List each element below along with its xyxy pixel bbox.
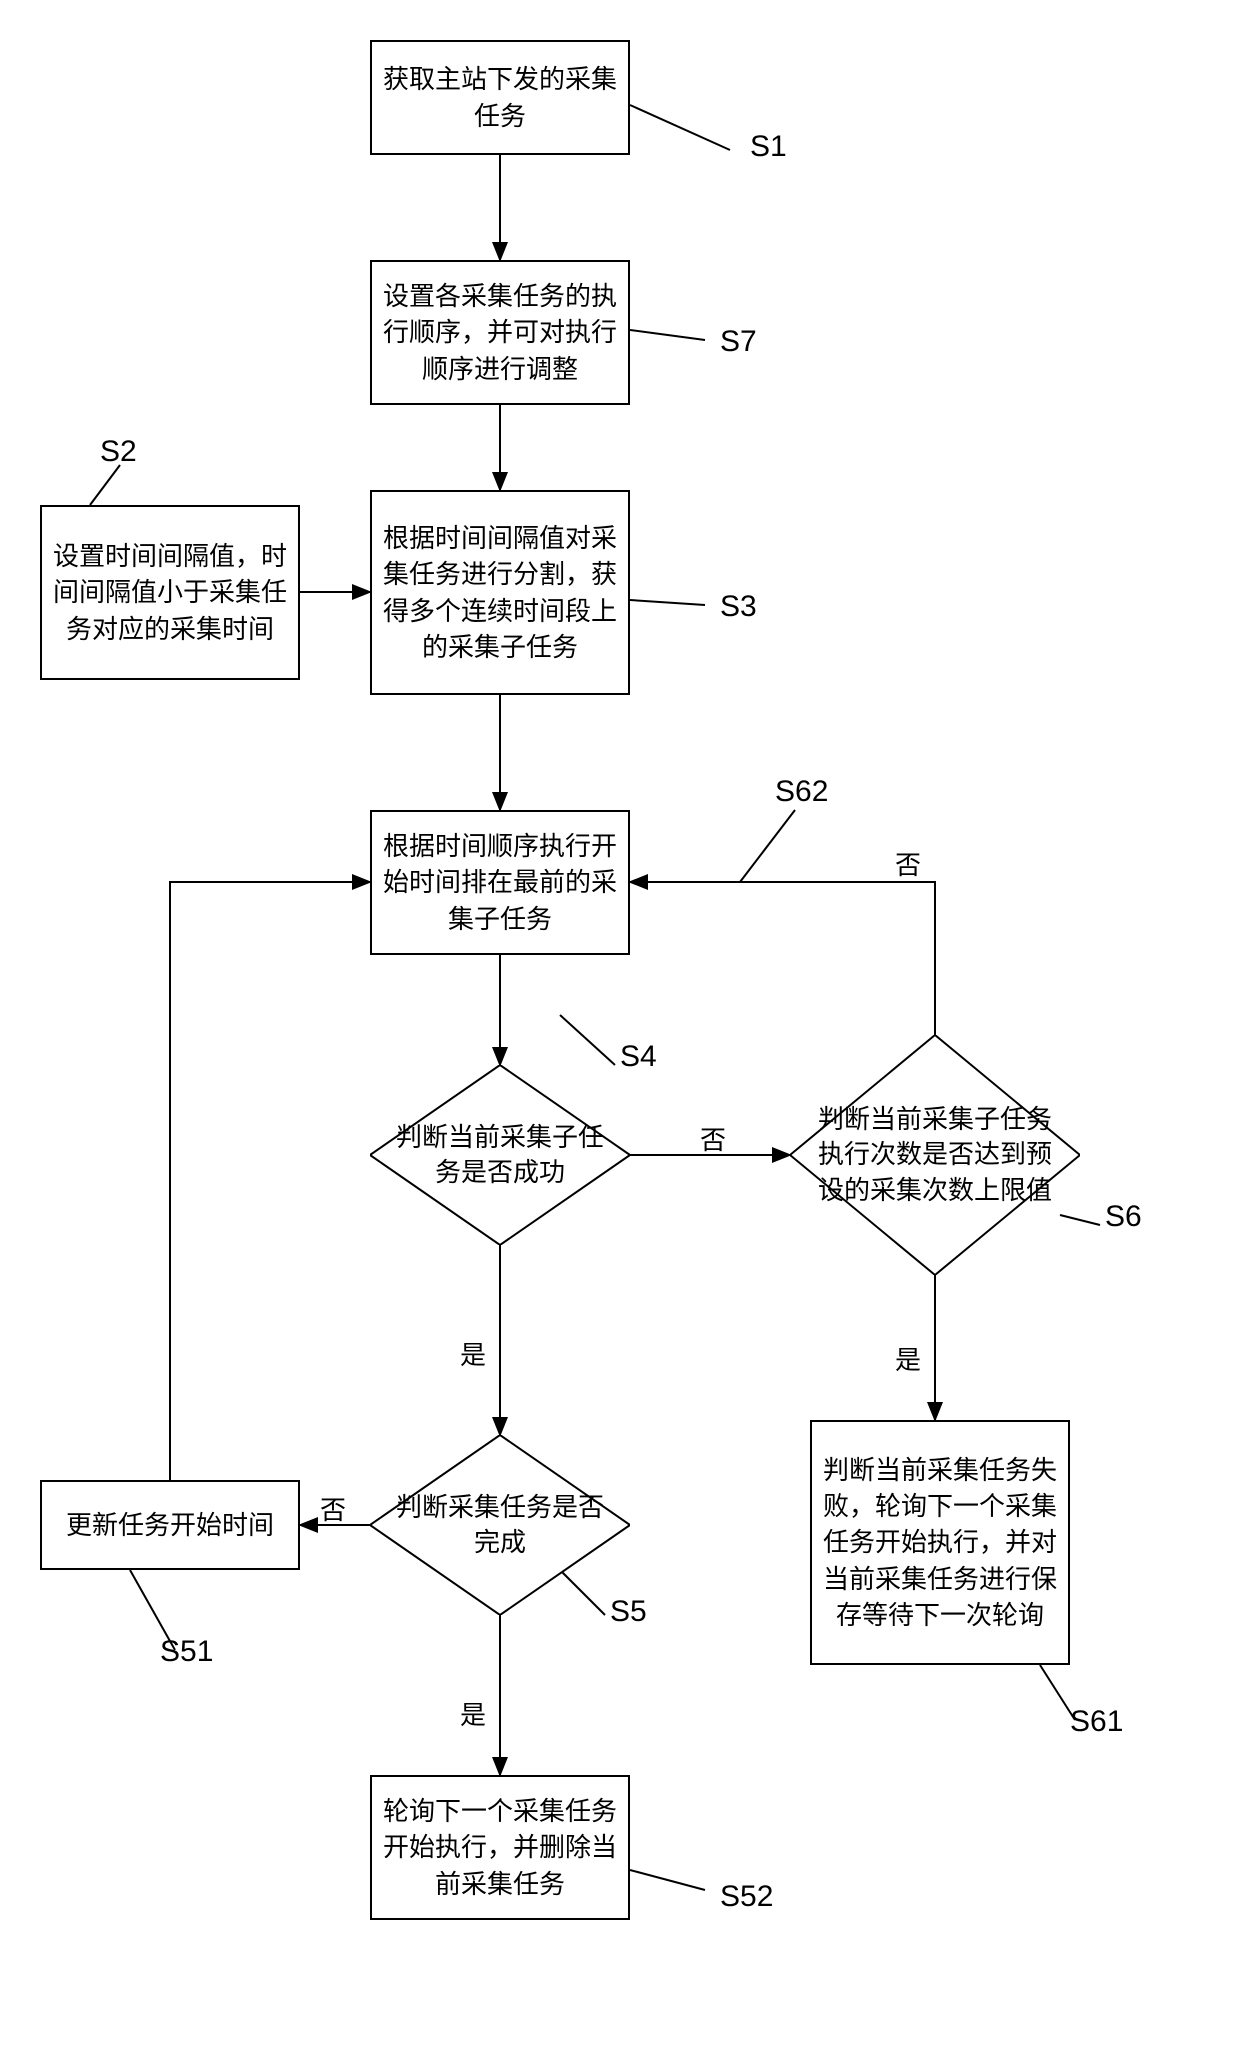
edge-label-11: 否 <box>895 845 921 882</box>
node-n2: 设置时间间隔值，时间间隔值小于采集任务对应的采集时间 <box>40 505 300 680</box>
node-label-d6: 判断当前采集子任务执行次数是否达到预设的采集次数上限值 <box>790 1035 1080 1275</box>
step-label-S1: S1 <box>750 130 787 164</box>
leader-5 <box>560 1015 615 1065</box>
leader-10 <box>630 1870 705 1890</box>
node-label-d5: 判断采集任务是否完成 <box>370 1435 630 1615</box>
leader-1 <box>630 330 705 340</box>
node-d6: 判断当前采集子任务执行次数是否达到预设的采集次数上限值 <box>790 1035 1080 1275</box>
leader-3 <box>630 600 705 605</box>
edge-label-10: 是 <box>895 1340 921 1377</box>
step-label-S3: S3 <box>720 590 757 624</box>
edge-9 <box>170 882 370 1480</box>
leader-4 <box>740 810 795 882</box>
step-label-S51: S51 <box>160 1635 213 1669</box>
step-label-S61: S61 <box>1070 1705 1123 1739</box>
node-d45: 判断当前采集子任务是否成功 <box>370 1065 630 1245</box>
step-label-S2l: S2 <box>100 435 137 469</box>
leader-2 <box>90 465 120 505</box>
node-n3: 根据时间间隔值对采集任务进行分割，获得多个连续时间段上的采集子任务 <box>370 490 630 695</box>
leader-0 <box>630 105 730 150</box>
edge-11 <box>630 882 935 1035</box>
node-n4: 根据时间顺序执行开始时间排在最前的采集子任务 <box>370 810 630 955</box>
step-label-S5: S5 <box>610 1595 647 1629</box>
node-n52: 轮询下一个采集任务开始执行，并删除当前采集任务 <box>370 1775 630 1920</box>
edge-label-6: 否 <box>700 1120 726 1157</box>
step-label-S62: S62 <box>775 775 828 809</box>
node-d5: 判断采集任务是否完成 <box>370 1435 630 1615</box>
node-n1: 获取主站下发的采集任务 <box>370 40 630 155</box>
step-label-S6: S6 <box>1105 1200 1142 1234</box>
edge-label-8: 否 <box>320 1490 346 1527</box>
node-label-d45: 判断当前采集子任务是否成功 <box>370 1065 630 1245</box>
node-n51: 更新任务开始时间 <box>40 1480 300 1570</box>
edge-label-5: 是 <box>460 1335 486 1372</box>
step-label-S4: S4 <box>620 1040 657 1074</box>
edge-label-7: 是 <box>460 1695 486 1732</box>
node-n7: 设置各采集任务的执行顺序，并可对执行顺序进行调整 <box>370 260 630 405</box>
flowchart-canvas: 获取主站下发的采集任务设置各采集任务的执行顺序，并可对执行顺序进行调整设置时间间… <box>0 0 1240 2063</box>
step-label-S52: S52 <box>720 1880 773 1914</box>
step-label-S7: S7 <box>720 325 757 359</box>
node-n61: 判断当前采集任务失败，轮询下一个采集任务开始执行，并对当前采集任务进行保存等待下… <box>810 1420 1070 1665</box>
